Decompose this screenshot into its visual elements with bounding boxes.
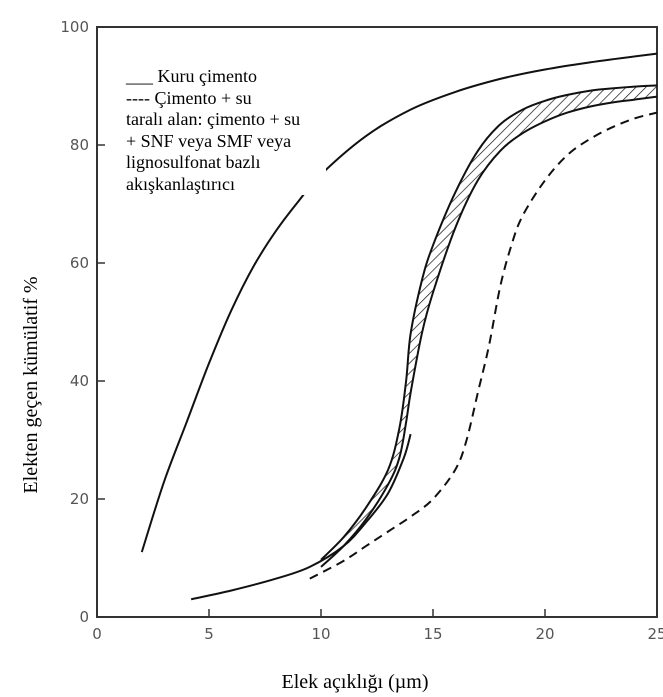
legend-line-dry-cement: ___ Kuru çimento [126, 66, 257, 86]
hatched-band-lower-edge [320, 95, 658, 568]
x-tick-label: 5 [204, 625, 214, 643]
x-tick-label: 25 [647, 625, 663, 643]
series-group [140, 52, 658, 601]
series-line-solid-2 [190, 433, 412, 601]
legend-box: ___ Kuru çimento ---- Çimento + su taral… [126, 66, 326, 195]
legend-line-hatched-1: taralı alan: çimento + su [126, 109, 301, 129]
hatched-band-upper-edge [320, 84, 658, 561]
y-tick-label: 100 [60, 18, 89, 36]
x-tick-label: 0 [92, 625, 102, 643]
x-tick-label: 20 [535, 625, 554, 643]
y-axis-title: Elekten geçen kümülatif % [20, 276, 42, 493]
y-tick-label: 80 [70, 136, 89, 154]
x-tick-label: 10 [311, 625, 330, 643]
y-tick-label: 0 [79, 608, 89, 626]
hatched-band-fill [321, 85, 657, 567]
x-axis-title: Elek açıklığı (µm) [281, 671, 428, 693]
plot-frame [96, 26, 658, 618]
axis-ticks: 0 5 10 15 20 25 0 20 40 60 80 100 [60, 18, 663, 643]
legend-line-hatched-4: akışkanlaştırıcı [126, 173, 235, 194]
legend-line-cement-water: ---- Çimento + su [126, 87, 252, 108]
y-tick-label: 40 [70, 372, 89, 390]
y-tick-label: 60 [70, 254, 89, 272]
legend-line-hatched-3: lignosulfonat bazlı [126, 152, 261, 172]
plot-border [96, 26, 658, 618]
legend-line-hatched-2: + SNF veya SMF veya [126, 130, 292, 151]
series-line-dashed-1 [309, 111, 658, 580]
x-tick-label: 15 [423, 625, 442, 643]
y-tick-label: 20 [70, 490, 89, 508]
